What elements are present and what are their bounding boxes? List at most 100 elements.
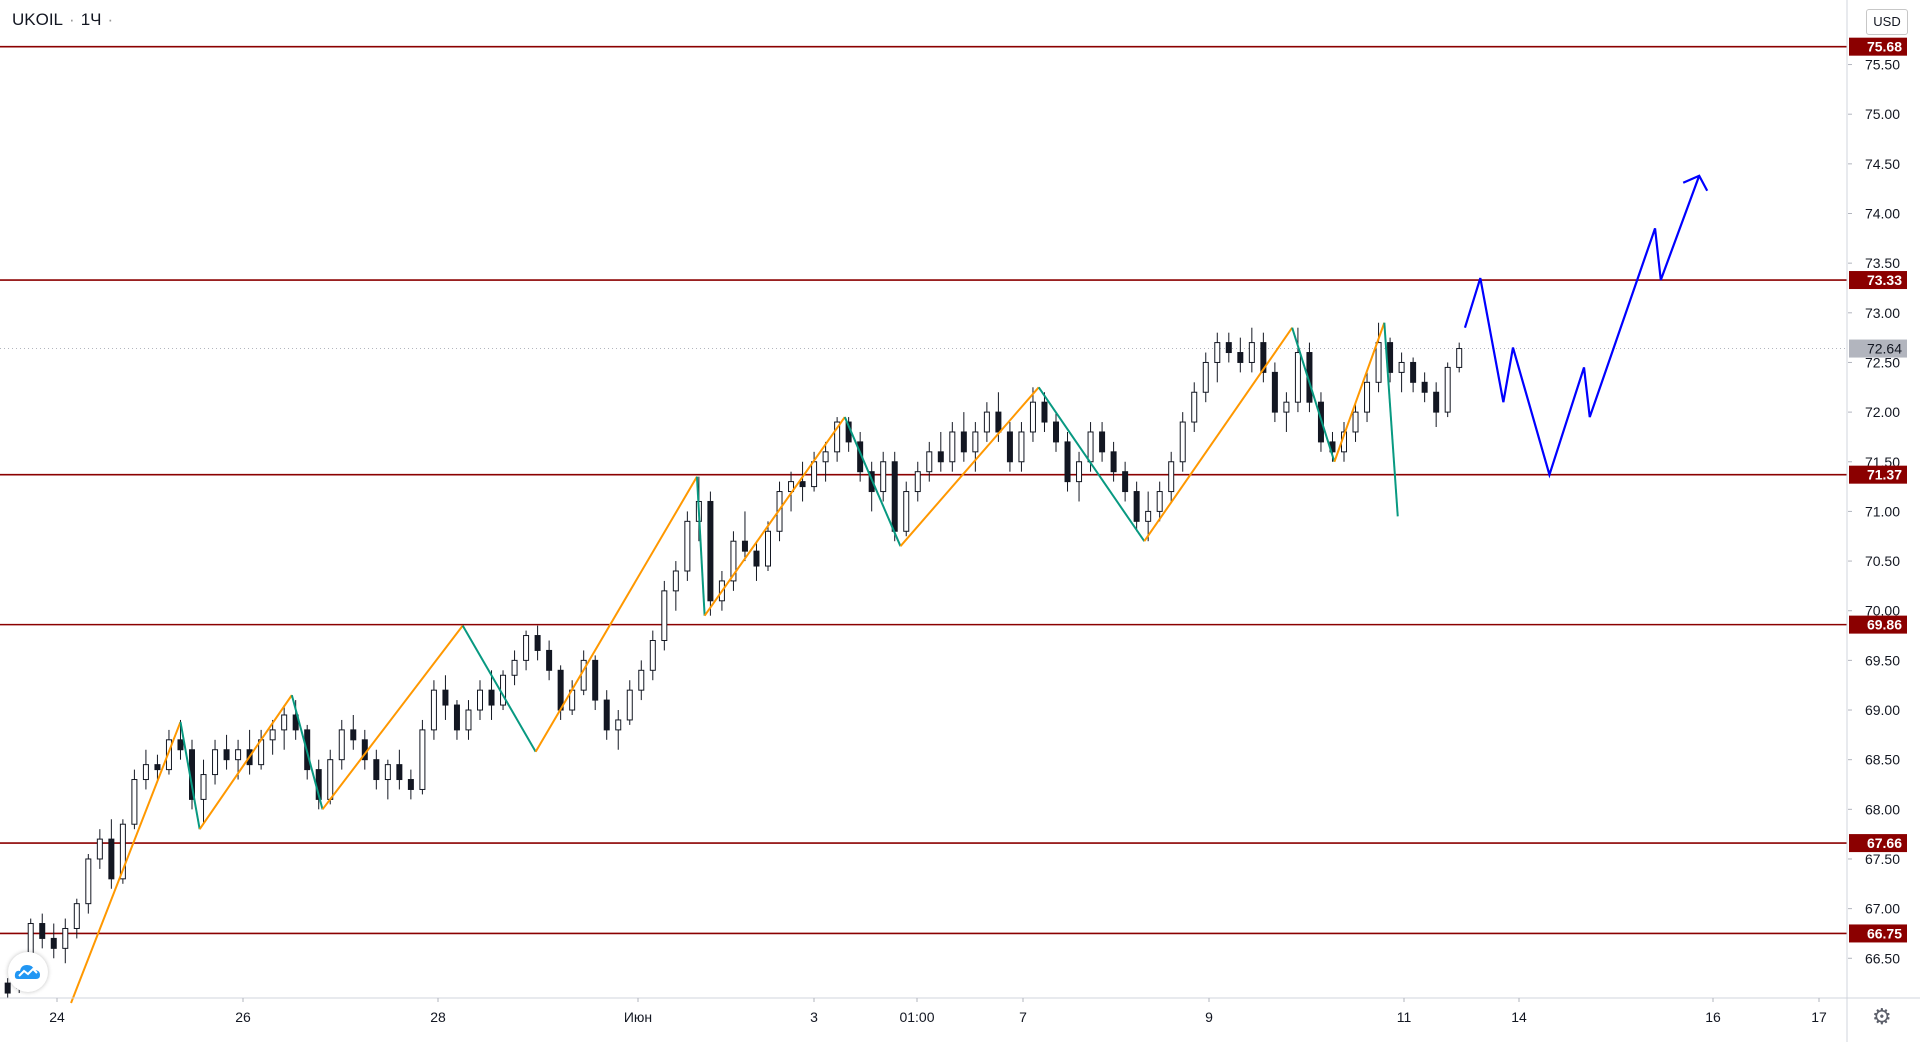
candle-body — [730, 540, 737, 582]
candle-body — [500, 674, 507, 706]
candle — [1260, 332, 1267, 383]
candle-body — [914, 471, 921, 493]
candle — [1375, 322, 1382, 393]
candle-body — [281, 714, 288, 731]
gear-icon[interactable]: ⚙ — [1872, 1004, 1892, 1029]
candle — [949, 422, 956, 472]
candle-body — [1133, 491, 1140, 522]
level-price-tag: 66.75 — [1849, 924, 1907, 943]
forecast-path — [1463, 175, 1701, 479]
time-axis[interactable]: 24 26 28 Июн 3 01:00 7 9 11 14 16 17 — [49, 998, 1827, 1025]
candle — [154, 754, 161, 780]
candle — [62, 918, 69, 964]
candle-body — [649, 640, 656, 671]
currency-button[interactable]: USD — [1866, 9, 1908, 35]
candle — [1064, 431, 1071, 492]
price-tick-label: 73.50 — [1865, 255, 1900, 271]
candle — [799, 461, 806, 502]
candle — [131, 769, 138, 830]
candle — [741, 511, 748, 562]
candle — [200, 759, 207, 825]
candle — [1110, 441, 1117, 482]
tradingview-logo[interactable] — [8, 952, 48, 992]
candle-body — [1398, 361, 1405, 373]
candle — [361, 729, 368, 770]
price-tick-label: 72.50 — [1865, 354, 1900, 370]
candle-body — [1053, 421, 1059, 443]
candle — [1145, 491, 1152, 542]
price-axis[interactable]: 75.50 75.00 74.50 74.00 73.50 73.00 72.50 72.00… — [1848, 57, 1900, 967]
candle — [684, 511, 691, 581]
candle-body — [546, 649, 553, 671]
candle-body — [822, 451, 829, 463]
level-tag-label: 69.86 — [1867, 617, 1902, 633]
price-tick-label: 71.00 — [1865, 503, 1900, 519]
candle-body — [903, 491, 910, 532]
candle-body — [834, 421, 841, 453]
candle-body — [1260, 342, 1267, 373]
candle — [672, 561, 679, 611]
candle-body — [811, 461, 818, 488]
candle-body — [4, 982, 11, 994]
time-tick-label: 3 — [810, 1009, 818, 1025]
legend-separator: · — [107, 10, 114, 29]
candle — [350, 714, 357, 750]
candle-body — [1456, 348, 1463, 368]
candle-body — [1006, 431, 1013, 463]
price-tags: 75.68 73.33 71.37 69.86 67.66 66.75 72.64 — [1849, 37, 1907, 943]
candle-body — [1375, 342, 1382, 383]
candle — [1283, 392, 1290, 432]
candle-body — [580, 659, 587, 691]
candle — [269, 719, 276, 755]
candle — [730, 531, 737, 591]
candle — [1041, 392, 1048, 432]
candle-body — [1410, 361, 1417, 383]
candle-body — [1364, 381, 1371, 413]
candle — [1294, 327, 1301, 413]
candle-body — [1168, 461, 1175, 493]
candle — [1029, 387, 1036, 442]
candle — [914, 461, 921, 502]
candle — [419, 719, 426, 795]
candle — [407, 769, 414, 800]
zigzag-segment — [1037, 386, 1146, 542]
price-tick-label: 70.00 — [1865, 603, 1900, 619]
candle — [1271, 362, 1278, 423]
candle-body — [442, 689, 449, 706]
current-tag-background — [1849, 339, 1907, 358]
chart-legend[interactable]: UKOIL · 1Ч · — [12, 10, 119, 30]
candle-body — [477, 689, 483, 711]
candle — [212, 739, 219, 785]
candle-body — [419, 729, 426, 790]
candle-body — [1191, 391, 1198, 423]
candle — [1214, 332, 1221, 383]
candle-body — [1352, 411, 1359, 433]
candle-body — [684, 520, 691, 572]
candle — [39, 913, 46, 949]
zigzag-segment — [843, 416, 902, 547]
time-tick-label: 26 — [235, 1009, 251, 1025]
level-price-tag: 75.68 — [1849, 37, 1907, 56]
candle-body — [1225, 342, 1232, 354]
time-tick-label: 9 — [1205, 1009, 1213, 1025]
cloud-icon — [14, 965, 41, 979]
candle-body — [212, 749, 219, 776]
candle — [1248, 327, 1255, 373]
candle — [1225, 332, 1232, 363]
candle — [649, 630, 656, 681]
interval-label: 1Ч — [80, 10, 102, 29]
candle-body — [960, 431, 967, 453]
time-tick-label: 7 — [1019, 1009, 1027, 1025]
candle-body — [108, 838, 115, 880]
candle-body — [200, 774, 207, 800]
candle — [546, 640, 553, 681]
candle-body — [131, 779, 138, 825]
candle-body — [396, 764, 403, 781]
candle — [85, 854, 92, 914]
candle-body — [1156, 491, 1163, 512]
zigzag-segment — [70, 721, 182, 1004]
candle — [223, 734, 230, 770]
candle-body — [327, 759, 334, 800]
level-price-tag: 69.86 — [1849, 615, 1907, 634]
